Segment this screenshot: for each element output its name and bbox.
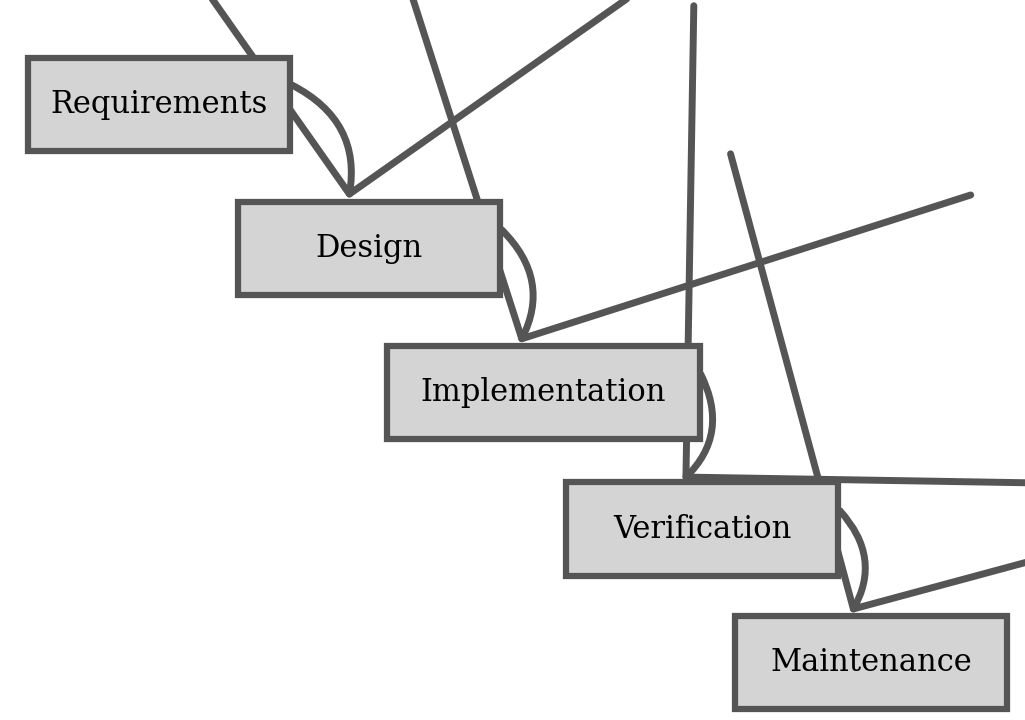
FancyArrowPatch shape [731, 154, 1025, 609]
Text: Requirements: Requirements [50, 89, 268, 120]
Bar [566, 482, 838, 576]
Text: Implementation: Implementation [420, 377, 666, 408]
FancyArrowPatch shape [78, 0, 735, 194]
Text: Maintenance: Maintenance [771, 647, 972, 678]
FancyArrowPatch shape [686, 6, 1025, 485]
Bar [736, 616, 1007, 709]
FancyArrowPatch shape [378, 0, 971, 339]
Text: Design: Design [316, 233, 422, 264]
Bar [28, 58, 289, 151]
Bar [238, 202, 500, 295]
Text: Verification: Verification [613, 513, 791, 545]
Bar [387, 346, 700, 439]
